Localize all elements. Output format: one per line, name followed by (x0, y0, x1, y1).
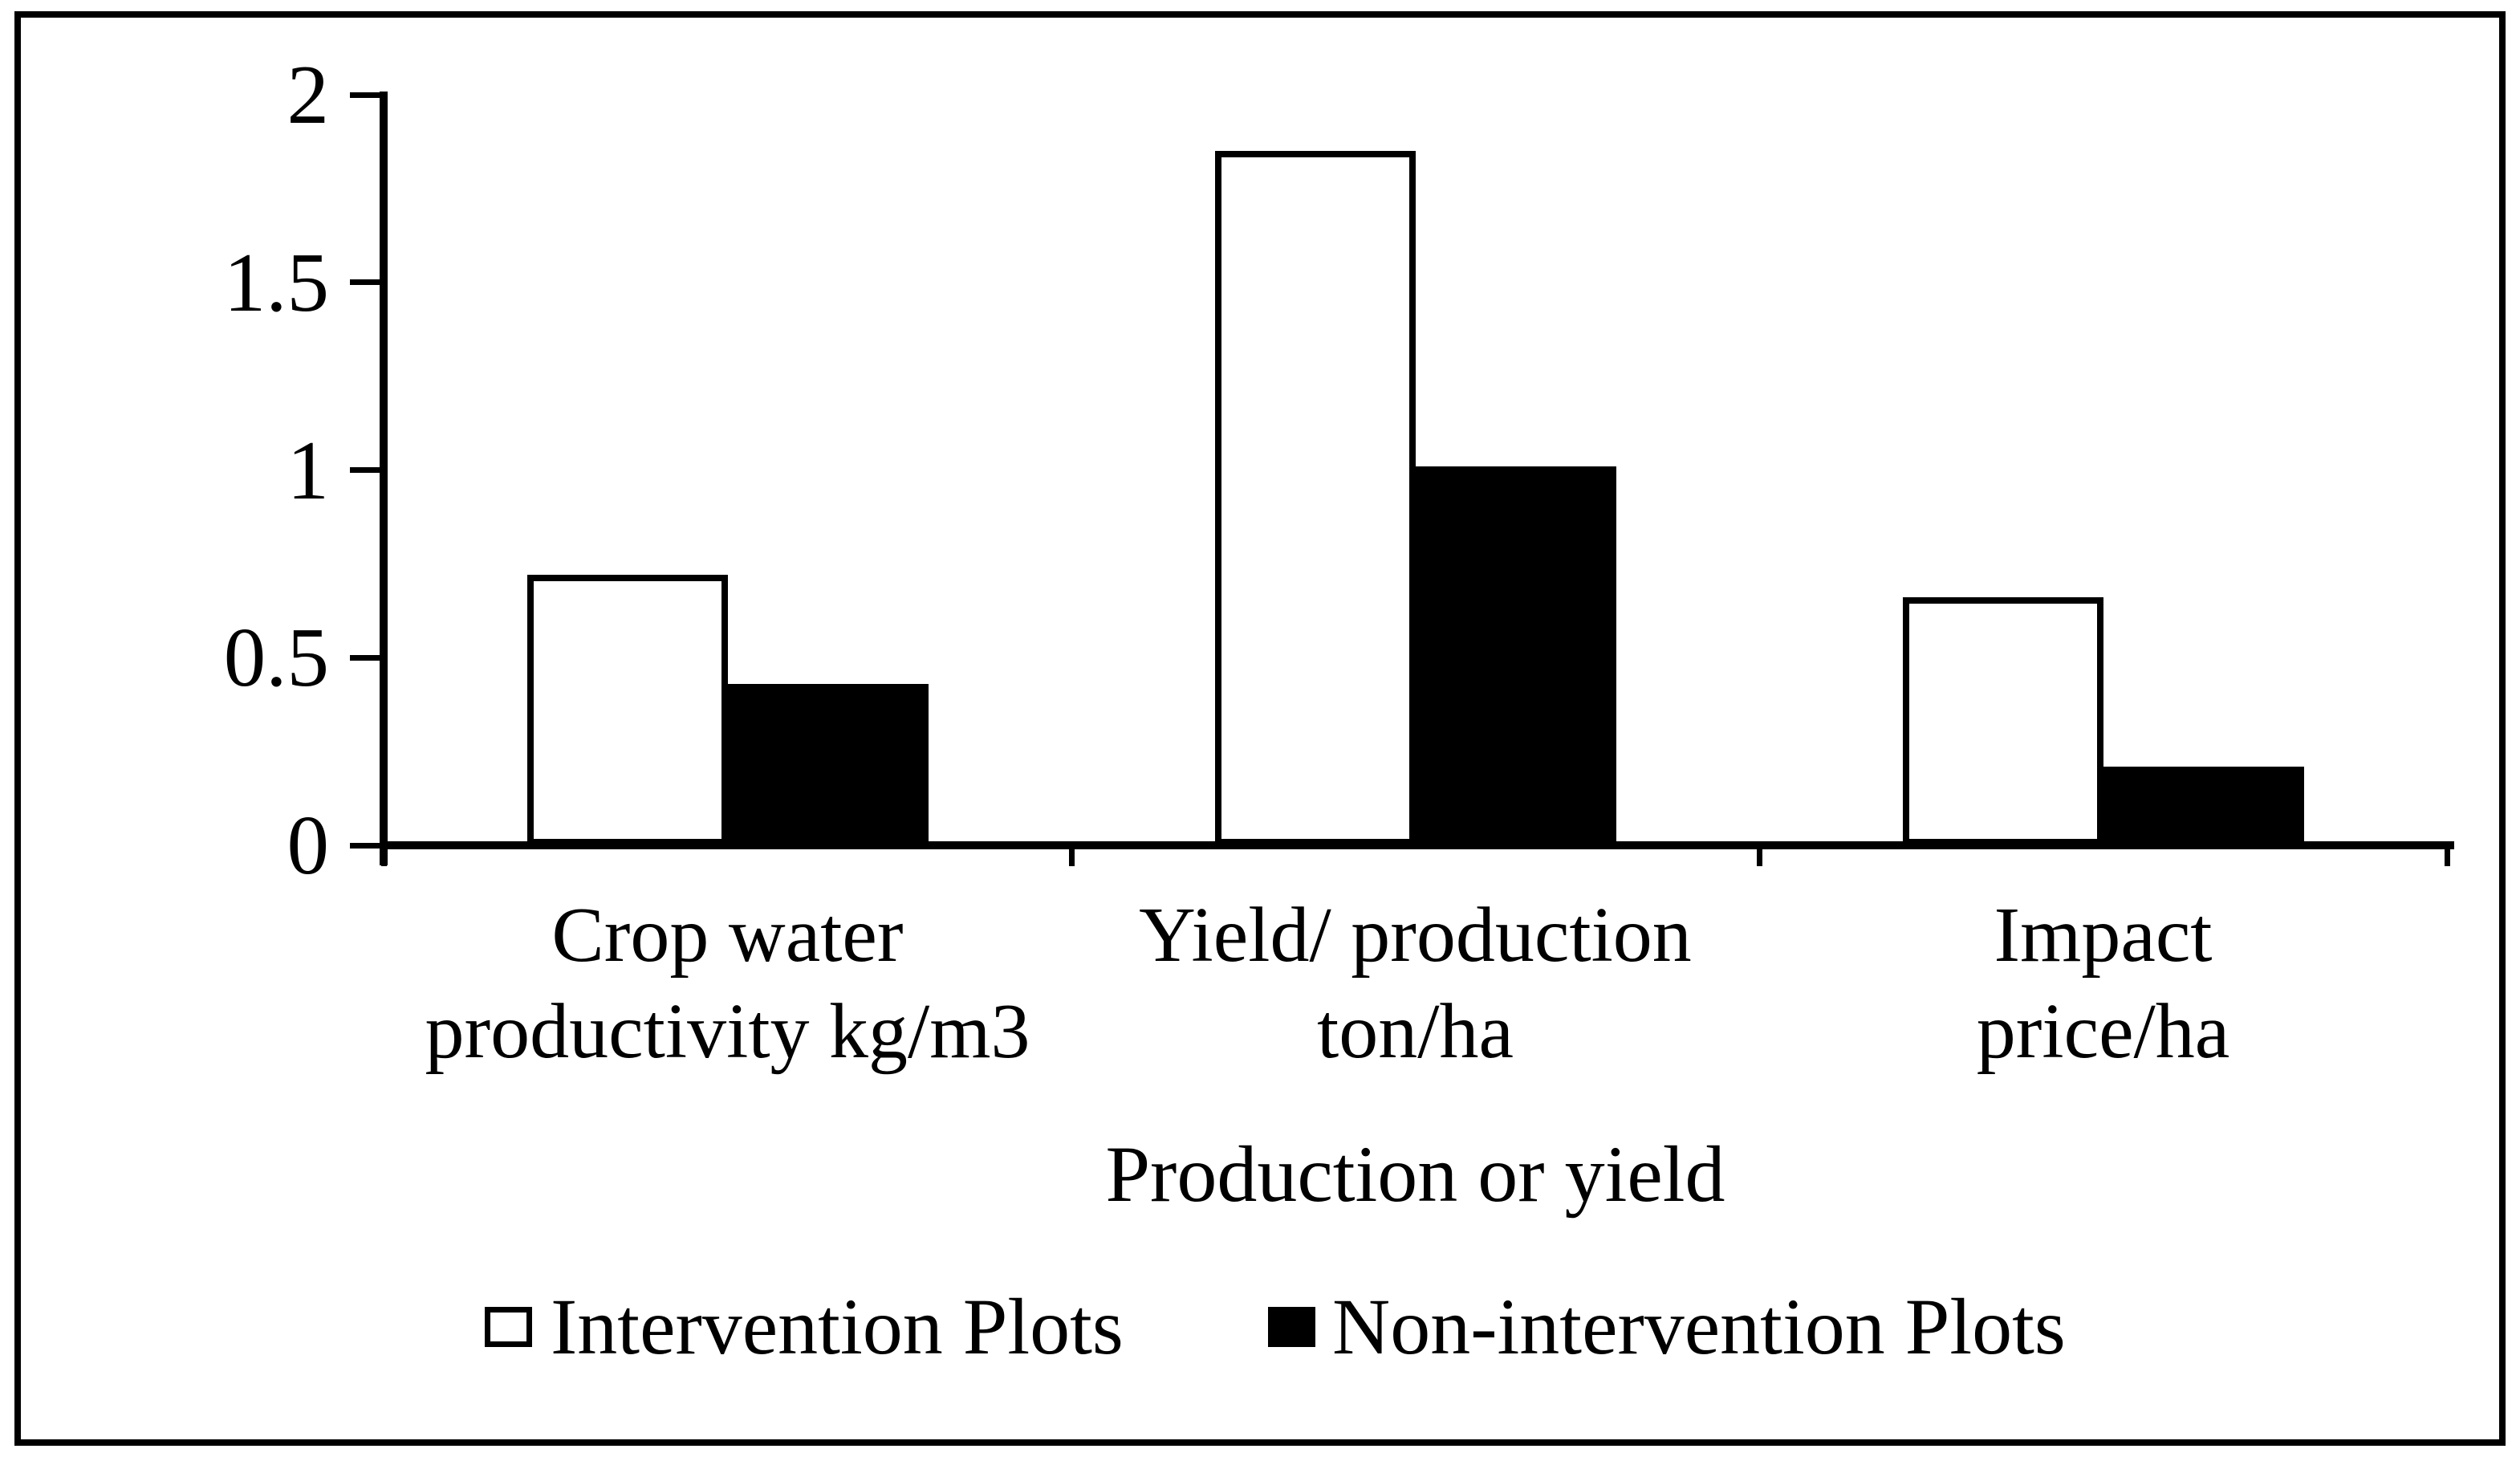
y-tick (350, 92, 384, 98)
legend-swatch-intervention (485, 1307, 532, 1347)
category-label-line: Crop water (551, 892, 904, 979)
bar-non-intervention (1415, 466, 1616, 845)
x-tick (1068, 845, 1075, 866)
bar-non-intervention (2103, 767, 2304, 845)
legend-label-intervention: Intervention Plots (551, 1282, 1124, 1371)
x-axis-title: Production or yield (1105, 1129, 1725, 1219)
category-label: Yield/ production ton/ha (1063, 887, 1769, 1080)
category-label-line: Yield/ production (1139, 892, 1692, 979)
y-tick (350, 842, 384, 849)
category-label-line: Impact (1994, 892, 2213, 979)
bar-non-intervention (727, 684, 929, 845)
category-label-line: price/ha (1976, 988, 2230, 1075)
y-tick (350, 654, 384, 661)
y-tick (350, 279, 384, 286)
x-tick (2444, 845, 2450, 866)
x-axis-line (380, 841, 2454, 849)
figure-border (14, 11, 2506, 1446)
x-tick (1756, 845, 1762, 866)
bar-intervention (1214, 151, 1416, 845)
category-label: Impact price/ha (1750, 887, 2457, 1080)
y-tick-label: 0 (287, 798, 330, 892)
y-tick-label: 1.5 (223, 234, 329, 329)
bar-intervention (1902, 597, 2103, 845)
category-label: Crop water productivity kg/m3 (375, 887, 1081, 1080)
x-tick (380, 845, 387, 866)
y-tick-label: 2 (287, 47, 330, 141)
y-tick-label: 1 (287, 422, 330, 517)
y-tick-label: 0.5 (223, 610, 329, 705)
y-axis-line (380, 92, 388, 865)
category-label-line: ton/ha (1317, 988, 1514, 1075)
bar-intervention (526, 575, 728, 845)
category-label-line: productivity kg/m3 (425, 988, 1030, 1075)
legend-label-non-intervention: Non-intervention Plots (1332, 1282, 2066, 1371)
legend-swatch-non-intervention (1268, 1307, 1315, 1347)
y-tick (350, 467, 384, 473)
